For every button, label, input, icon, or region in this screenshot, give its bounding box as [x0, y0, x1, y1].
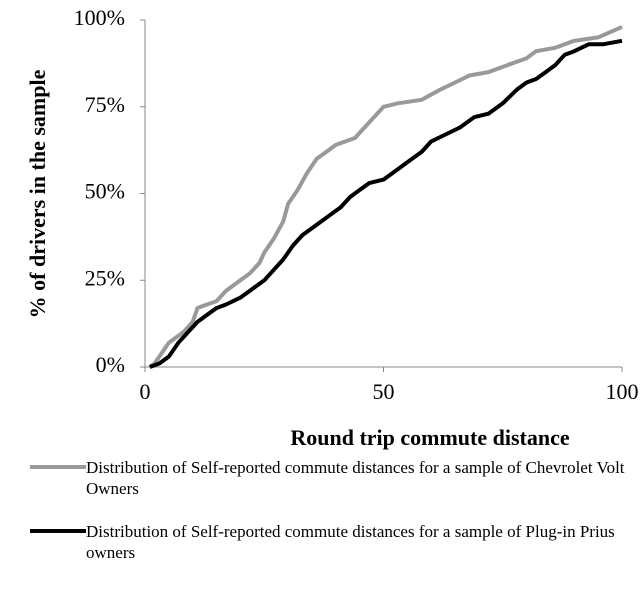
- y-tick-label: 25%: [85, 265, 125, 290]
- series-line: [149, 38, 623, 369]
- y-tick-label: 0%: [96, 352, 125, 377]
- legend-label: Distribution of Self-reported commute di…: [86, 458, 625, 498]
- y-tick-label: 50%: [85, 179, 125, 204]
- y-tick-label: 75%: [85, 92, 125, 117]
- x-tick-label: 0: [140, 379, 151, 404]
- y-axis-title: % of drivers in the sample: [25, 69, 50, 318]
- y-tick-label: 100%: [74, 5, 125, 30]
- series-line: [148, 25, 623, 369]
- x-axis-title: Round trip commute distance: [290, 425, 570, 450]
- x-tick-label: 50: [373, 379, 395, 404]
- legend-label: Distribution of Self-reported commute di…: [86, 522, 615, 562]
- x-tick-label: 100: [606, 379, 639, 404]
